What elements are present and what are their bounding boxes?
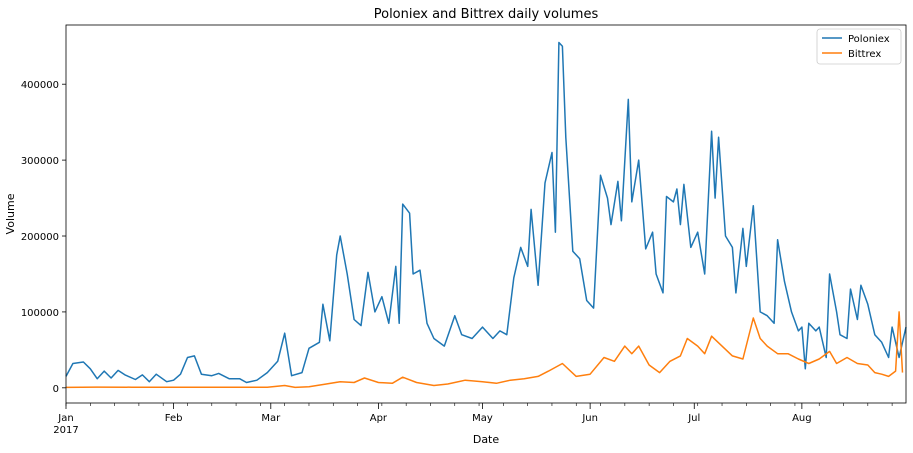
- y-tick-label: 0: [53, 384, 59, 395]
- y-axis-label: Volume: [4, 193, 17, 234]
- series-line-poloniex: [65, 41, 907, 384]
- y-tick-label: 300000: [21, 156, 59, 167]
- x-tick-label: Jan: [57, 413, 73, 424]
- y-tick-label: 100000: [21, 308, 59, 319]
- legend: Poloniex Bittrex: [816, 28, 902, 65]
- series-lines: [65, 41, 907, 389]
- legend-label-bittrex: Bittrex: [848, 49, 881, 60]
- x-tick-label: Jun: [581, 413, 598, 424]
- x-tick-label: Apr: [370, 413, 388, 424]
- x-tick-label: Feb: [165, 413, 183, 424]
- series-line-bittrex: [65, 311, 904, 389]
- x-year-label: 2017: [53, 425, 78, 436]
- y-tick-label: 200000: [21, 232, 59, 243]
- plot-frame: [65, 24, 907, 404]
- x-tick-label: Jul: [687, 413, 700, 424]
- y-tick-label: 400000: [21, 80, 59, 91]
- legend-label-poloniex: Poloniex: [848, 34, 890, 45]
- y-axis-label-group: Volume: [4, 193, 17, 234]
- axis-ticks: 0 100000 200000 300000 400000 Jan Feb Mar Apr May…: [21, 80, 893, 436]
- x-axis-label: Date: [473, 433, 500, 446]
- x-tick-label: Mar: [261, 413, 281, 424]
- chart-title: Poloniex and Bittrex daily volumes: [374, 7, 599, 22]
- x-tick-label: May: [472, 413, 493, 424]
- x-tick-label: Aug: [792, 413, 812, 424]
